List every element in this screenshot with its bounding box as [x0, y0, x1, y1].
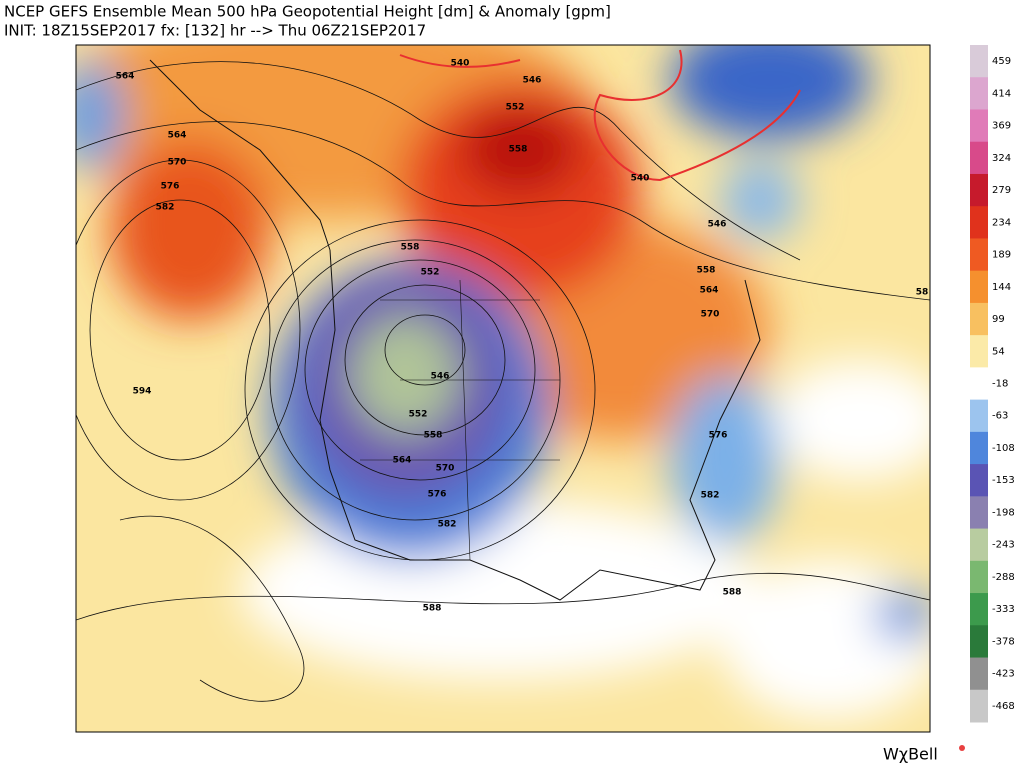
colorbar-segment — [970, 109, 988, 143]
colorbar-label: -18 — [992, 379, 1008, 390]
contour-label: 552 — [409, 410, 428, 420]
contour-label: 570 — [436, 464, 455, 474]
colorbar-label: 459 — [992, 56, 1011, 67]
colorbar-label: -63 — [992, 411, 1008, 422]
contour-label: 564 — [116, 72, 135, 82]
contour-label: 582 — [156, 203, 175, 213]
contour-label: 540 — [451, 59, 470, 69]
colorbar-label: -153 — [992, 475, 1015, 486]
contour-label: 558 — [697, 266, 716, 276]
brand: WχBell — [883, 745, 938, 764]
contour-label: 558 — [401, 243, 420, 253]
colorbar-segment — [970, 335, 988, 368]
colorbar-segment — [970, 270, 988, 304]
contour-label: 588 — [423, 604, 442, 614]
colorbar-label: -108 — [992, 443, 1015, 454]
colorbar-segment — [970, 302, 988, 336]
colorbar-label: -198 — [992, 507, 1015, 518]
colorbar-label: -468 — [992, 701, 1015, 712]
colorbar-segment — [970, 657, 988, 691]
colorbar-label: 414 — [992, 88, 1011, 99]
colorbar-segment — [970, 206, 988, 239]
colorbar-label: -243 — [992, 540, 1015, 551]
colorbar-segment — [970, 367, 988, 401]
colorbar-segment — [970, 464, 988, 497]
contour-label: 540 — [631, 174, 650, 184]
colorbar-label: 369 — [992, 121, 1011, 132]
colorbar-segment — [970, 238, 988, 272]
colorbar-label: 54 — [992, 346, 1005, 357]
colorbar-segment — [970, 496, 988, 530]
contour-label: 564 — [700, 286, 719, 296]
colorbar-label: -288 — [992, 572, 1015, 583]
contour-label: 576 — [161, 182, 180, 192]
colorbar-segment — [970, 528, 988, 562]
colorbar-label: 144 — [992, 282, 1011, 293]
colorbar-segment — [970, 689, 988, 723]
contour-label: 564 — [393, 456, 412, 466]
contour-label: 546 — [708, 220, 727, 230]
contour-label: 576 — [709, 431, 728, 441]
colorbar-segment — [970, 431, 988, 465]
colorbar-segment — [970, 173, 988, 207]
colorbar-segment — [970, 77, 988, 110]
map — [76, 45, 930, 732]
colorbar-segment — [970, 399, 988, 433]
contour-label: 564 — [168, 131, 187, 141]
brand-dot — [959, 745, 965, 751]
colorbar-segment — [970, 45, 988, 78]
colorbar-label: -378 — [992, 636, 1015, 647]
colorbar-label: -423 — [992, 669, 1015, 680]
contour-label: 582 — [438, 520, 457, 530]
colorbar-label: 324 — [992, 153, 1011, 164]
contour-label: 582 — [701, 491, 720, 501]
contour-label: 594 — [133, 387, 152, 397]
contour-label: 558 — [509, 145, 528, 155]
contour-label: 570 — [168, 158, 187, 168]
subtitle: INIT: 18Z15SEP2017 fx: [132] hr --> Thu … — [4, 22, 426, 40]
colorbar-label: 99 — [992, 314, 1005, 325]
contour-label: 552 — [506, 103, 525, 113]
colorbar-segment — [970, 141, 988, 175]
title: NCEP GEFS Ensemble Mean 500 hPa Geopoten… — [4, 3, 611, 21]
contour-label: 58 — [916, 288, 929, 298]
contour-label: 546 — [523, 76, 542, 86]
contour-label: 546 — [431, 372, 450, 382]
contour-label: 552 — [421, 268, 440, 278]
contour-label: 570 — [701, 310, 720, 320]
colorbar-segment — [970, 593, 988, 626]
contour-label: 558 — [424, 431, 443, 441]
map-frame — [75, 44, 931, 733]
colorbar-label: 189 — [992, 250, 1011, 261]
colorbar-segment — [970, 625, 988, 659]
colorbar-segment — [970, 560, 988, 594]
contour-label: 588 — [723, 588, 742, 598]
colorbar-label: -333 — [992, 604, 1015, 615]
colorbar-label: 279 — [992, 185, 1011, 196]
contour-label: 576 — [428, 490, 447, 500]
colorbar-label: 234 — [992, 217, 1011, 228]
